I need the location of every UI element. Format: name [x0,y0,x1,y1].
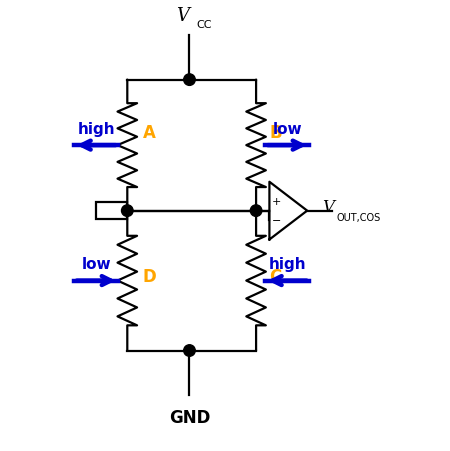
Circle shape [122,205,133,217]
Text: low: low [272,121,302,137]
Text: low: low [81,257,111,272]
Text: OUT,COS: OUT,COS [336,213,380,223]
Text: B: B [270,124,282,142]
Text: CC: CC [196,19,211,29]
Text: GND: GND [169,408,210,426]
Text: V: V [322,198,334,215]
Text: −: − [272,216,281,226]
Circle shape [184,345,195,356]
Text: V: V [176,7,189,25]
Text: A: A [143,124,156,142]
Text: high: high [77,121,115,137]
Text: +: + [272,197,281,207]
Circle shape [250,205,262,217]
Text: D: D [143,267,157,285]
Bar [96,203,127,220]
Text: high: high [268,257,306,272]
Text: C: C [270,267,282,285]
Circle shape [184,75,195,86]
